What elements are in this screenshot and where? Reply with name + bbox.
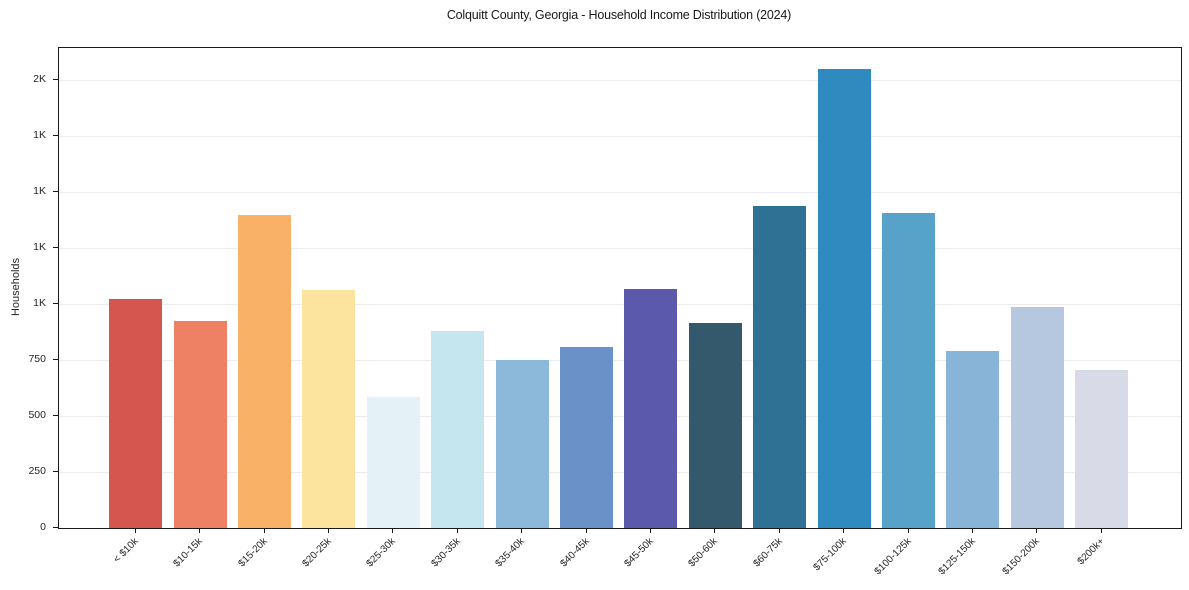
- x-axis-tick: [649, 528, 651, 533]
- gridline: [59, 304, 1181, 306]
- x-axis-tick: [392, 528, 394, 533]
- y-axis-tick: [53, 359, 58, 361]
- y-tick-label: 1K: [33, 296, 46, 309]
- bar-100-125k: [882, 212, 935, 528]
- gridline: [59, 192, 1181, 194]
- x-axis-tick: [714, 528, 716, 533]
- bar-150-200k: [1010, 306, 1064, 528]
- x-tick-label: $125-150k: [936, 536, 978, 578]
- x-tick-label: $150-200k: [1000, 536, 1043, 578]
- bar-20-25k: [302, 289, 356, 528]
- bar-10k: [109, 298, 163, 528]
- x-axis-tick: [1036, 528, 1038, 533]
- bar-50-60k: [688, 323, 742, 528]
- x-tick-label: $200k+: [1075, 536, 1107, 568]
- x-axis-tick: [199, 528, 201, 533]
- x-tick-label: $20-25k: [300, 536, 334, 570]
- x-axis-tick: [585, 528, 587, 533]
- x-axis-tick: [134, 528, 136, 533]
- bar-45-50k: [624, 288, 678, 528]
- bar-60-75k: [753, 205, 807, 528]
- x-tick-label: $15-20k: [235, 536, 270, 570]
- y-tick-label: 1K: [33, 240, 46, 253]
- x-tick-label: $60-75k: [751, 536, 785, 570]
- x-tick-label: $40-45k: [557, 536, 592, 570]
- y-axis-tick: [53, 303, 58, 305]
- x-axis-tick: [327, 528, 329, 533]
- gridline: [59, 360, 1181, 362]
- x-tick-label: $75-100k: [811, 536, 849, 574]
- y-axis-tick: [53, 191, 58, 193]
- x-axis-tick: [907, 528, 909, 533]
- y-tick-label: 750: [28, 352, 46, 365]
- x-axis-tick: [843, 528, 845, 533]
- x-axis-tick: [263, 528, 265, 533]
- gridline: [59, 80, 1181, 82]
- x-tick-label: < $10k: [111, 536, 141, 566]
- gridline: [59, 416, 1181, 418]
- y-tick-label: 0: [40, 520, 46, 533]
- x-tick-label: $45-50k: [622, 536, 656, 570]
- y-tick-label: 2K: [33, 72, 46, 85]
- bar-25-30k: [366, 397, 420, 528]
- x-tick-label: $100-125k: [872, 536, 914, 578]
- y-axis-tick: [53, 471, 58, 473]
- bar-15-20k: [238, 214, 291, 528]
- y-axis-tick: [53, 527, 58, 528]
- y-tick-label: 250: [28, 464, 46, 477]
- x-axis-tick: [1100, 528, 1102, 533]
- y-axis-tick: [53, 415, 58, 417]
- x-tick-label: $10-15k: [171, 536, 205, 570]
- y-axis-tick: [53, 79, 58, 81]
- chart-title: Colquitt County, Georgia - Household Inc…: [446, 8, 792, 22]
- x-axis-tick: [971, 528, 973, 533]
- bar-125-150k: [946, 351, 1000, 528]
- x-axis-tick: [778, 528, 780, 533]
- bar-10-15k: [173, 321, 227, 528]
- y-axis-tick: [53, 247, 58, 249]
- y-tick-label: 1K: [33, 128, 46, 141]
- bar-30-35k: [431, 331, 485, 528]
- gridline: [59, 136, 1181, 138]
- x-axis-tick: [521, 528, 523, 533]
- x-tick-label: $50-60k: [686, 536, 721, 570]
- x-tick-label: $35-40k: [493, 536, 527, 570]
- gridline: [59, 248, 1181, 250]
- bar-75-100k: [817, 69, 871, 528]
- x-tick-label: $25-30k: [364, 536, 399, 570]
- y-tick-label: 1K: [33, 184, 46, 197]
- bar-40-45k: [560, 346, 613, 528]
- x-tick-label: $30-35k: [429, 536, 463, 570]
- plot-area: [58, 47, 1182, 529]
- bar-35-40k: [495, 360, 549, 528]
- gridline: [59, 472, 1181, 474]
- y-tick-label: 500: [28, 408, 46, 421]
- y-axis-tick: [53, 135, 58, 137]
- x-axis-tick: [456, 528, 458, 533]
- bar-200k: [1075, 370, 1129, 528]
